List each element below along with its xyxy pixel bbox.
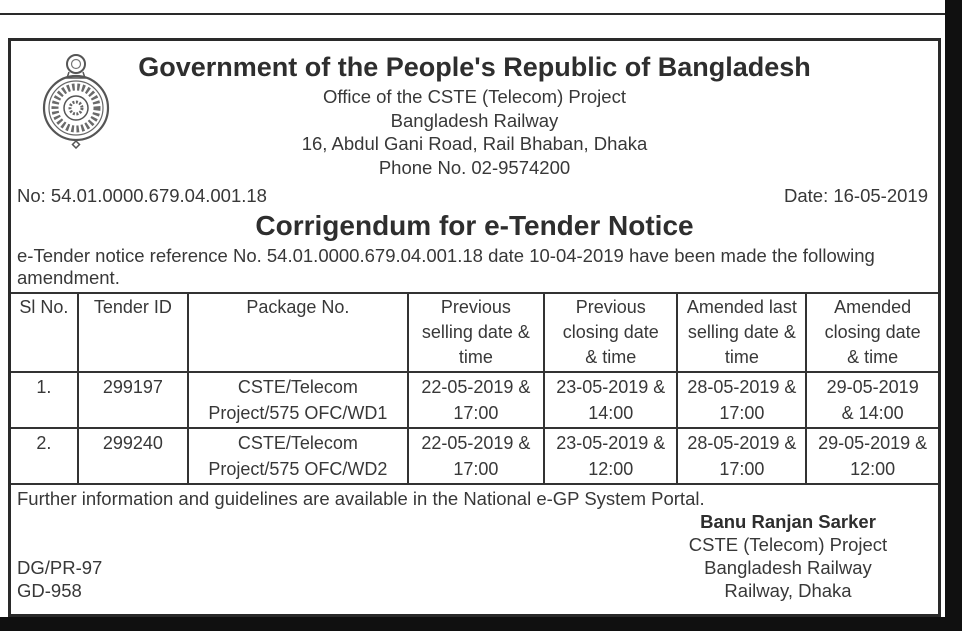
column-header-line: Amended [834, 297, 912, 317]
table-cell-line: 12:00 [588, 459, 634, 479]
signatory-title-line: Bangladesh Railway [704, 557, 872, 578]
document-footer: DG/PR-97 GD-958 Banu Ranjan Sarker CSTE … [11, 510, 938, 604]
table-cell-line: 29-05-2019 & [818, 433, 928, 453]
column-header-line: time [724, 347, 759, 367]
bottom-edge-bar [0, 617, 962, 631]
government-seal-icon [42, 54, 110, 149]
table-cell-line: 22-05-2019 & [421, 433, 531, 453]
column-header: Amended last selling date & time [676, 292, 808, 373]
table-cell: 1. [11, 371, 79, 429]
memo-date: Date: 16-05-2019 [784, 185, 928, 206]
column-header-line: Tender ID [93, 297, 172, 317]
column-header-line: Sl No. [19, 297, 69, 317]
table-cell-line: 299197 [102, 377, 163, 397]
column-header: Previous closing date & time [542, 292, 679, 373]
table-row: 2. 299240 CSTE/Telecom Project/575 OFC/WD2 2… [11, 427, 938, 485]
table-cell: 299197 [76, 371, 190, 429]
reference-line-2: amendment. [17, 266, 120, 288]
table-cell-line: & 14:00 [841, 403, 904, 423]
column-header: Amended closing date & time [805, 292, 938, 373]
press-code-line: GD-958 [17, 580, 82, 601]
press-code-line: DG/PR-97 [17, 557, 103, 578]
organization-line: Bangladesh Railway [390, 109, 559, 131]
table-body: 1. 299197 CSTE/Telecom Project/575 OFC/WD1 2… [11, 371, 938, 485]
table-cell-line: 28-05-2019 & [687, 377, 797, 397]
table-cell: 29-05-2019 & 12:00 [805, 427, 938, 485]
column-header-line: & time [585, 347, 637, 367]
column-header-line: & time [847, 347, 899, 367]
signatory-title-line: CSTE (Telecom) Project [688, 534, 888, 555]
column-header-line: selling date & [421, 322, 530, 342]
document-header: Government of the People's Republic of B… [11, 51, 938, 179]
top-rule [0, 13, 945, 15]
table-cell: 299240 [76, 427, 190, 485]
press-codes: DG/PR-97 GD-958 [17, 556, 102, 602]
column-header: Sl No. [11, 292, 79, 373]
table-cell-line: 17:00 [719, 403, 765, 423]
address-line: 16, Abdul Gani Road, Rail Bhaban, Dhaka [301, 133, 648, 154]
table-cell: CSTE/Telecom Project/575 OFC/WD2 [187, 427, 409, 485]
table-cell: 29-05-2019 & 14:00 [805, 371, 938, 429]
table-cell-line: 12:00 [850, 459, 896, 479]
table-cell-line: 17:00 [453, 403, 499, 423]
table-cell: 22-05-2019 & 17:00 [406, 427, 546, 485]
column-header-line: selling date & [687, 322, 796, 342]
notice-document-frame: Government of the People's Republic of B… [8, 38, 941, 617]
column-header: Tender ID [76, 292, 190, 373]
phone-line: Phone No. 02-9574200 [378, 156, 571, 178]
table-cell-line: 14:00 [588, 403, 634, 423]
table-cell-line: CSTE/Telecom [237, 377, 358, 397]
portal-note: Further information and guidelines are a… [17, 488, 705, 509]
memo-row: No: 54.01.0000.679.04.001.18 Date: 16-05… [11, 184, 938, 207]
table-cell-line: 28-05-2019 & [687, 433, 797, 453]
table-cell: CSTE/Telecom Project/575 OFC/WD1 [187, 371, 409, 429]
column-header-line: time [458, 347, 493, 367]
table-cell: 22-05-2019 & 17:00 [406, 371, 546, 429]
table-cell-line: 299240 [102, 433, 163, 453]
table-cell: 23-05-2019 & 14:00 [542, 371, 679, 429]
notice-title: Corrigendum for e-Tender Notice [255, 210, 694, 241]
table-cell: 28-05-2019 & 17:00 [676, 427, 808, 485]
table-cell-line: Project/575 OFC/WD1 [208, 403, 388, 423]
office-line: Office of the CSTE (Telecom) Project [323, 86, 626, 107]
memo-number: No: 54.01.0000.679.04.001.18 [17, 185, 267, 206]
table-cell: 28-05-2019 & 17:00 [676, 371, 808, 429]
table-cell: 23-05-2019 & 12:00 [542, 427, 679, 485]
column-header: Package No. [187, 292, 409, 373]
column-header-line: Previous [575, 297, 646, 317]
government-title: Government of the People's Republic of B… [138, 52, 811, 82]
table-cell-line: 23-05-2019 & [556, 377, 666, 397]
table-cell-line: 29-05-2019 [826, 377, 919, 397]
table-cell-line: CSTE/Telecom [237, 433, 358, 453]
column-header-line: closing date [824, 322, 921, 342]
signatory-title-line: Railway, Dhaka [724, 580, 852, 601]
table-header-row: Sl No. Tender ID Package No. Previous sellin… [11, 292, 938, 373]
table-cell: 2. [11, 427, 79, 485]
column-header-line: Amended last [686, 297, 797, 317]
signatory-name: Banu Ranjan Sarker [700, 511, 876, 532]
table-head: Sl No. Tender ID Package No. Previous sellin… [11, 292, 938, 373]
table-cell-line: 17:00 [453, 459, 499, 479]
table-cell-line: 1. [36, 377, 52, 397]
reference-line-1: e-Tender notice reference No. 54.01.0000… [17, 245, 875, 266]
right-edge-bar [945, 0, 962, 631]
column-header-line: closing date [562, 322, 659, 342]
table-cell-line: Project/575 OFC/WD2 [208, 459, 388, 479]
reference-paragraph: e-Tender notice reference No. 54.01.0000… [11, 245, 938, 288]
column-header-line: Package No. [246, 297, 350, 317]
table-cell-line: 23-05-2019 & [556, 433, 666, 453]
signature-block: Banu Ranjan Sarker CSTE (Telecom) Projec… [638, 510, 938, 602]
table-cell-line: 17:00 [719, 459, 765, 479]
corrigendum-table: Sl No. Tender ID Package No. Previous sellin… [11, 292, 938, 485]
table-cell-line: 2. [36, 433, 52, 453]
column-header: Previous selling date & time [406, 292, 546, 373]
column-header-line: Previous [440, 297, 511, 317]
table-cell-line: 22-05-2019 & [421, 377, 531, 397]
table-row: 1. 299197 CSTE/Telecom Project/575 OFC/WD1 2… [11, 371, 938, 429]
